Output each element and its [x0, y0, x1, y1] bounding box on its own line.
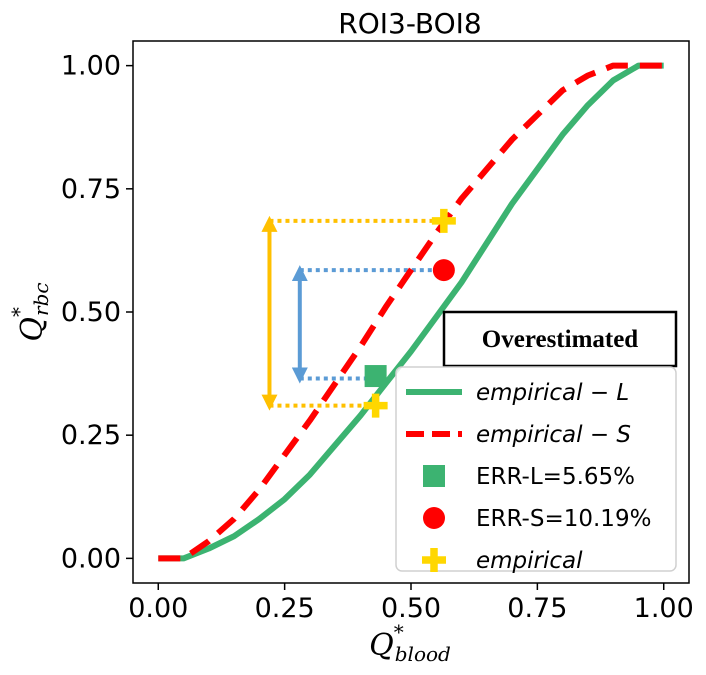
y-tick-label: 0.75 [61, 174, 121, 205]
overestimated-box: Overestimated [442, 310, 678, 368]
x-tick-label: 1.00 [634, 593, 694, 624]
y-tick-label: 0.00 [61, 543, 121, 574]
chart-title: ROI3-BOI8 [338, 7, 482, 40]
x-axis-label: Q* blood [369, 620, 451, 666]
x-axis: 0.00 0.25 0.50 0.75 1.00 [128, 583, 694, 624]
y-tick-label: 0.25 [61, 420, 121, 451]
overestimated-text: Overestimated [482, 326, 639, 353]
legend-swatch-circle [423, 507, 445, 529]
legend: empirical − L empirical − S ERR-L=5.65% ERR… [395, 366, 677, 574]
x-tick-label: 0.00 [128, 593, 188, 624]
x-tick-label: 0.75 [507, 593, 567, 624]
marker-err-l [364, 365, 387, 388]
series-line-empirical-l [158, 62, 664, 562]
orange-bracket [261, 215, 444, 411]
legend-label: empirical − L [476, 380, 629, 406]
legend-frame [395, 366, 677, 572]
marker-err-s [432, 259, 455, 282]
blue-bracket [291, 265, 444, 384]
x-axis-label-sup: * [394, 620, 404, 644]
legend-label: empirical − S [476, 422, 631, 448]
legend-item: empirical [422, 548, 583, 574]
legend-item: ERR-S=10.19% [423, 506, 651, 532]
legend-label: ERR-L=5.65% [476, 464, 635, 490]
y-axis-label-main: Q [15, 317, 50, 342]
y-axis-label: Q*rbc [7, 282, 53, 341]
legend-swatch-square [423, 465, 445, 487]
marker-empirical [363, 393, 388, 418]
legend-item: empirical − S [406, 422, 631, 448]
legend-label: empirical [476, 548, 583, 574]
x-tick-label: 0.50 [381, 593, 441, 624]
y-axis: 0.00 0.25 0.50 0.75 1.00 [61, 51, 133, 574]
legend-item: ERR-L=5.65% [423, 464, 635, 490]
y-axis-label-sub: rbc [29, 282, 53, 316]
x-axis-label-main: Q [369, 628, 394, 663]
plot-area [158, 62, 664, 562]
legend-item: empirical − L [406, 380, 629, 406]
x-axis-label-sub: blood [395, 642, 451, 666]
marker-empirical [431, 208, 456, 233]
series-line-empirical-s [158, 62, 664, 562]
legend-items: empirical − L empirical − S ERR-L=5.65% ERR… [406, 380, 651, 574]
y-axis-label-group: Q*rbc [7, 282, 53, 341]
y-tick-label: 0.50 [61, 297, 121, 328]
y-axis-label-sup: * [7, 307, 31, 317]
legend-swatch-plus [422, 548, 446, 572]
x-tick-label: 0.25 [255, 593, 315, 624]
legend-label: ERR-S=10.19% [476, 506, 651, 532]
overestimated-box-frame [442, 310, 678, 368]
y-tick-label: 1.00 [61, 51, 121, 82]
